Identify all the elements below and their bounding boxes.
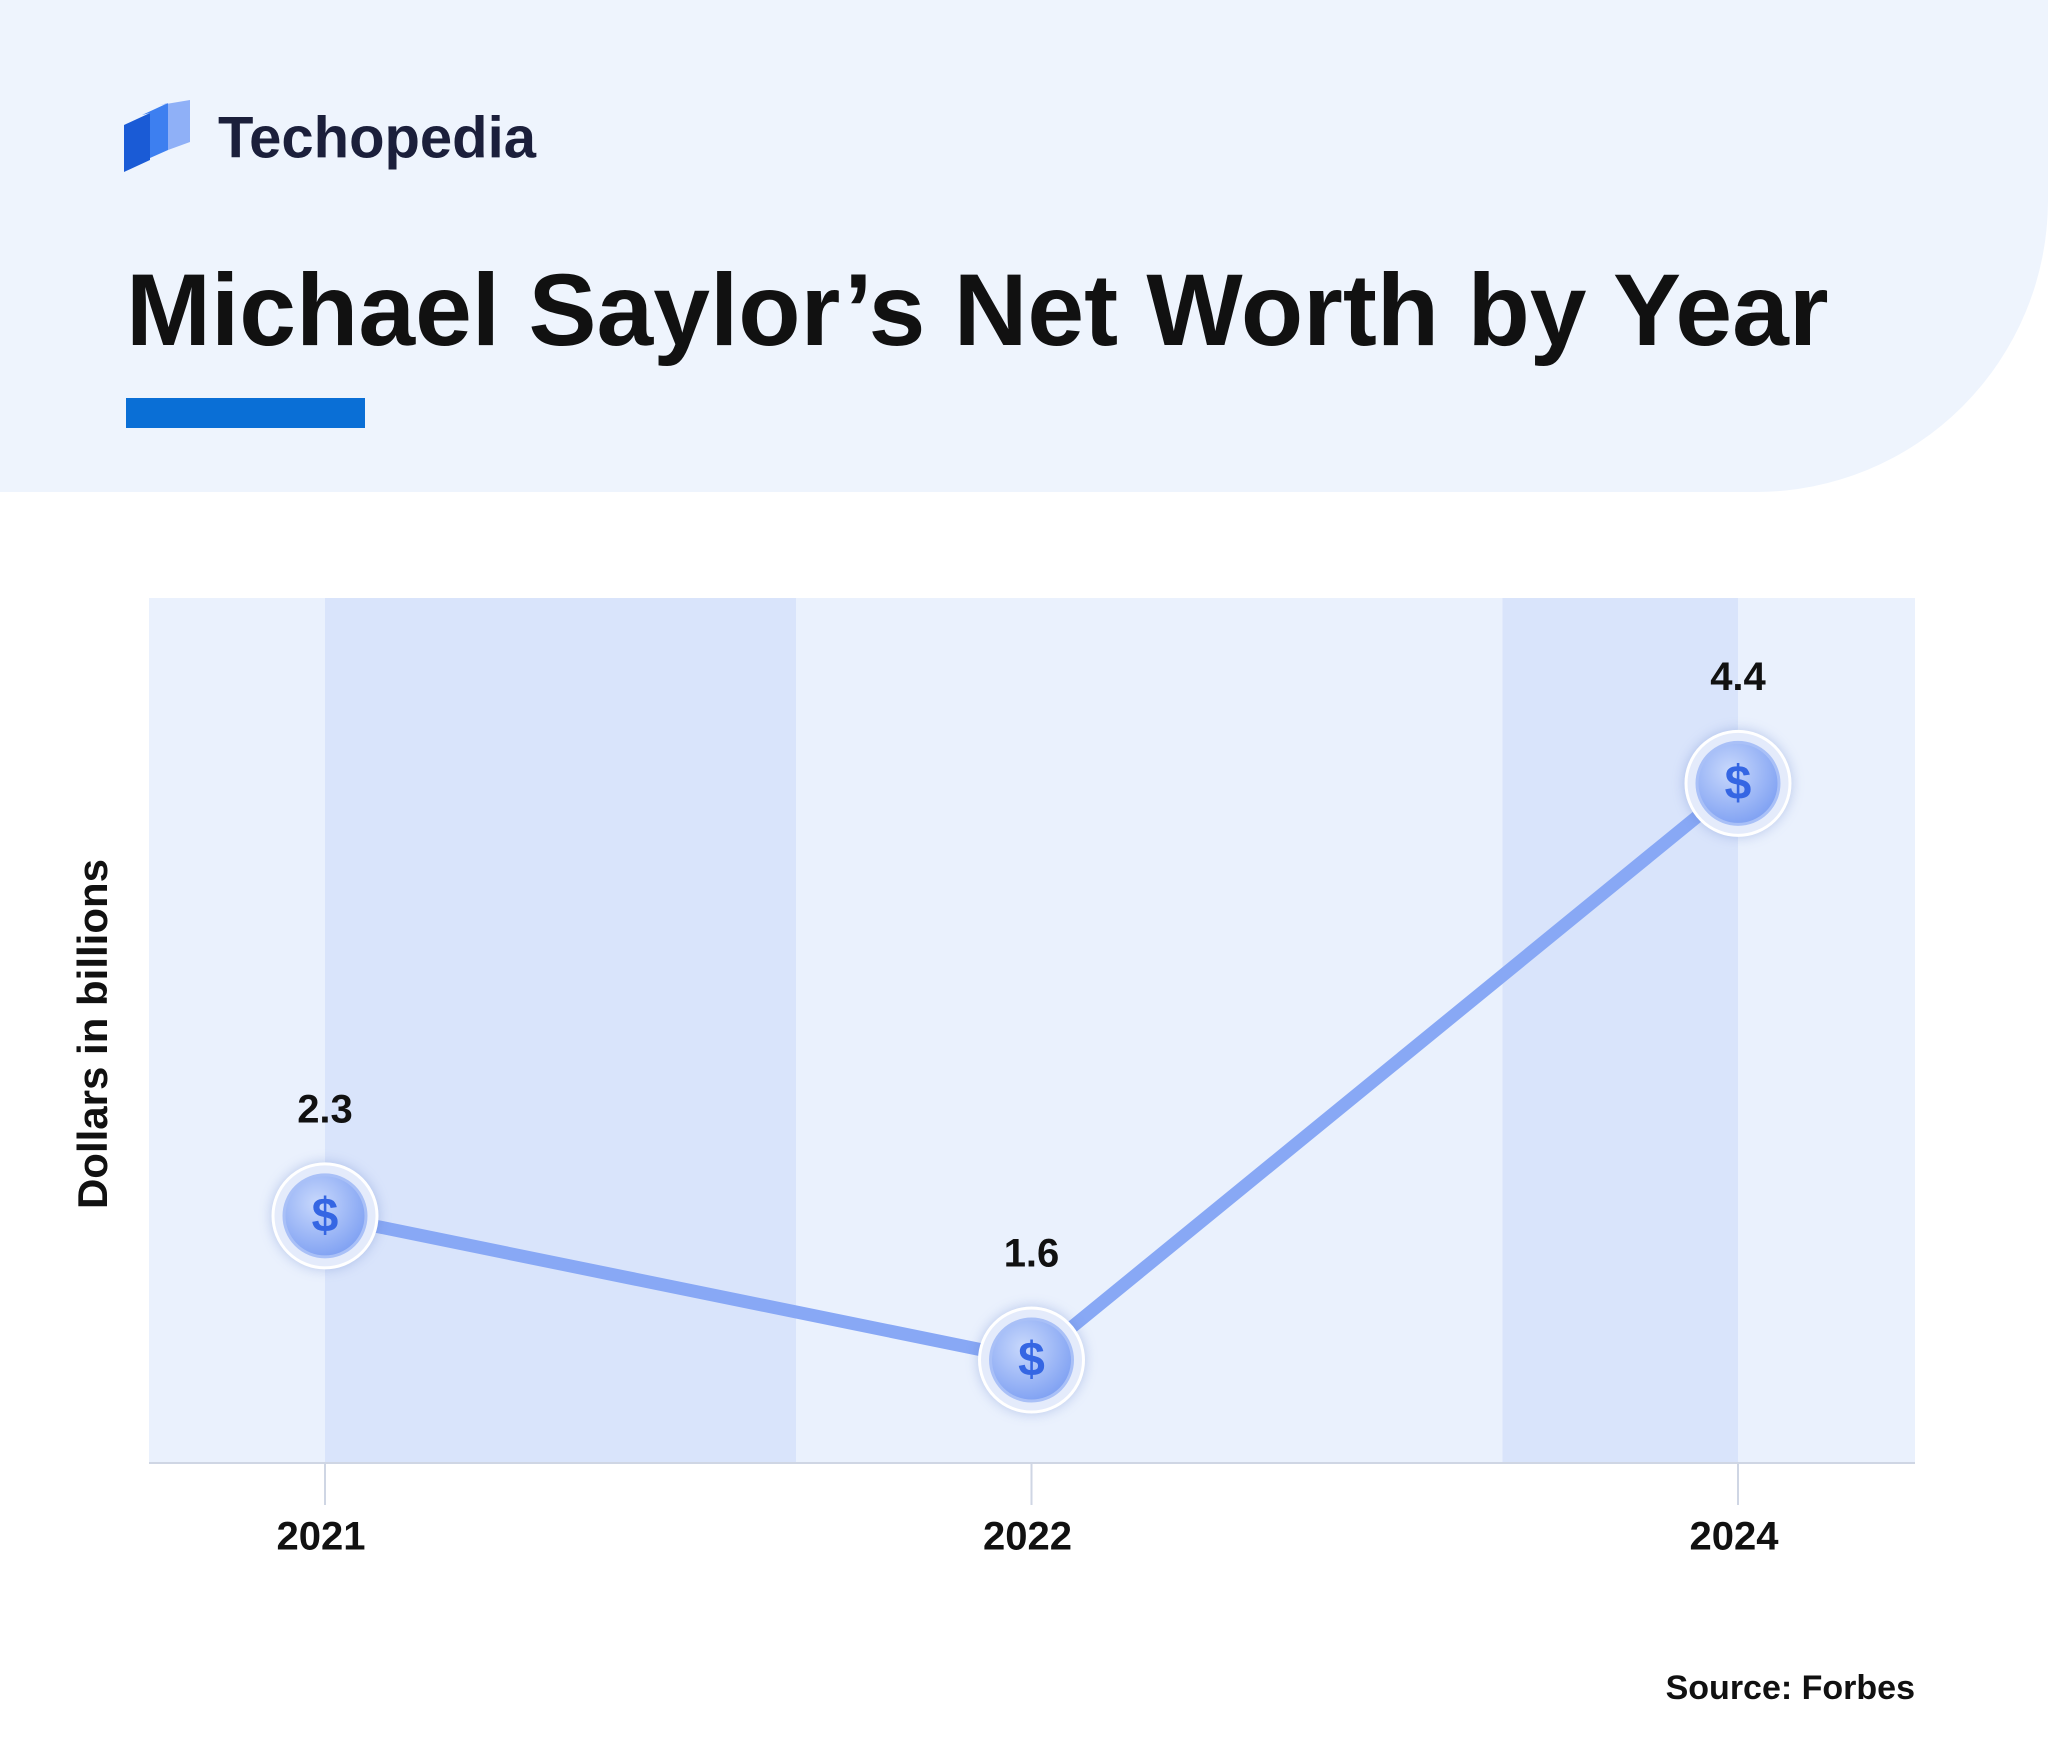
value-label: 4.4 [1710, 655, 1766, 699]
x-tick-label: 2021 [277, 1515, 366, 1559]
plot-stripe [1502, 598, 1738, 1463]
marker-symbol: $ [1725, 757, 1752, 810]
y-axis-label: Dollars in billions [69, 859, 116, 1209]
header-bg [0, 0, 2048, 492]
plot-stripe [325, 598, 796, 1463]
x-tick-label: 2024 [1690, 1515, 1780, 1559]
logo [124, 100, 190, 172]
marker-symbol: $ [1018, 1334, 1045, 1387]
brand: Techopedia [218, 105, 537, 170]
value-label: 2.3 [297, 1087, 353, 1131]
value-label: 1.6 [1004, 1232, 1060, 1276]
marker [1695, 740, 1781, 826]
marker [989, 1317, 1074, 1403]
source: Source: Forbes [1666, 1669, 1915, 1707]
marker [282, 1173, 368, 1259]
marker-symbol: $ [312, 1190, 339, 1243]
x-tick-label: 2022 [983, 1515, 1072, 1559]
chart-title: Michael Saylor’s Net Worth by Year [126, 253, 1829, 367]
plot-area: 2021 2022 2024 $2.3 $1.6 $4.4 [149, 598, 1915, 1559]
title-underline [126, 398, 365, 428]
